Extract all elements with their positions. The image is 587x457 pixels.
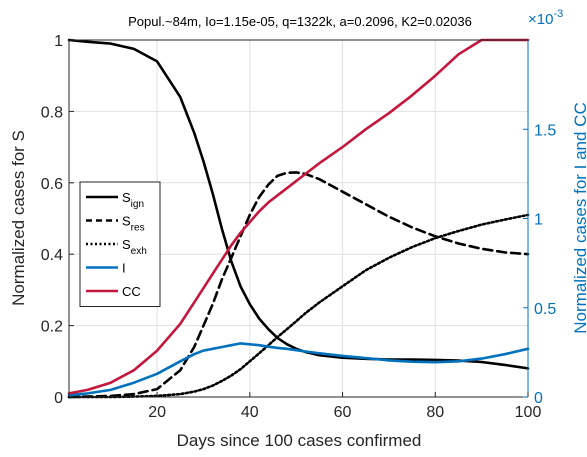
legend-entry-name: CC [122,284,141,299]
series-group [67,38,530,399]
y-axis-left-label: Normalized cases for S [9,130,28,306]
legend-entry-0: Sign [122,190,144,210]
x-tick-label: 40 [241,404,259,421]
legend-entry-2: Sexh [122,237,147,257]
y-left-tick-label: 1 [54,33,63,50]
legend-entry-4: CC [122,284,141,299]
legend-entry-name: S [122,214,131,229]
y-left-tick-label: 0.8 [41,104,63,121]
y-left-tick-label: 0.6 [41,176,63,193]
y-left-tick-label: 0.4 [41,247,63,264]
legend-entry-3: I [122,261,126,276]
series-line-3 [67,342,530,397]
x-tick-label: 100 [515,404,542,421]
series-line-2 [67,213,530,399]
right-axis-multiplier: ×10-3 [528,8,563,28]
x-axis-label: Days since 100 cases confirmed [177,431,422,450]
y-left-tick-label: 0 [54,390,63,407]
legend-entry-name: S [122,237,131,252]
y-right-tick-label: 0.5 [534,301,556,318]
legend-entry-name: I [122,261,126,276]
y-axis-right-label: Normalized cases for I and CC [571,102,587,333]
x-tick-label: 20 [148,404,166,421]
legend-entry-subscript: ign [131,199,144,210]
x-tick-label: 60 [334,404,352,421]
y-right-tick-label: 1 [534,212,543,229]
chart-title: Popul.~84m, Io=1.15e-05, q=1322k, a=0.20… [128,14,472,29]
series-line-0 [67,38,530,370]
x-tick-label: 80 [426,404,444,421]
legend-entry-subscript: exh [131,246,147,257]
series-line-4 [67,38,530,395]
right-axis-multiplier-base: ×10 [528,11,553,28]
legend-entry-subscript: res [131,223,145,234]
right-axis-multiplier-exponent: -3 [553,8,563,20]
y-left-tick-label: 0.2 [41,319,63,336]
y-right-tick-label: 0 [534,390,543,407]
series-line-1 [67,171,530,399]
legend-box [79,181,161,307]
y-right-tick-label: 1.5 [534,122,556,139]
legend-entry-name: S [122,190,131,205]
legend-entry-1: Sres [122,214,145,234]
